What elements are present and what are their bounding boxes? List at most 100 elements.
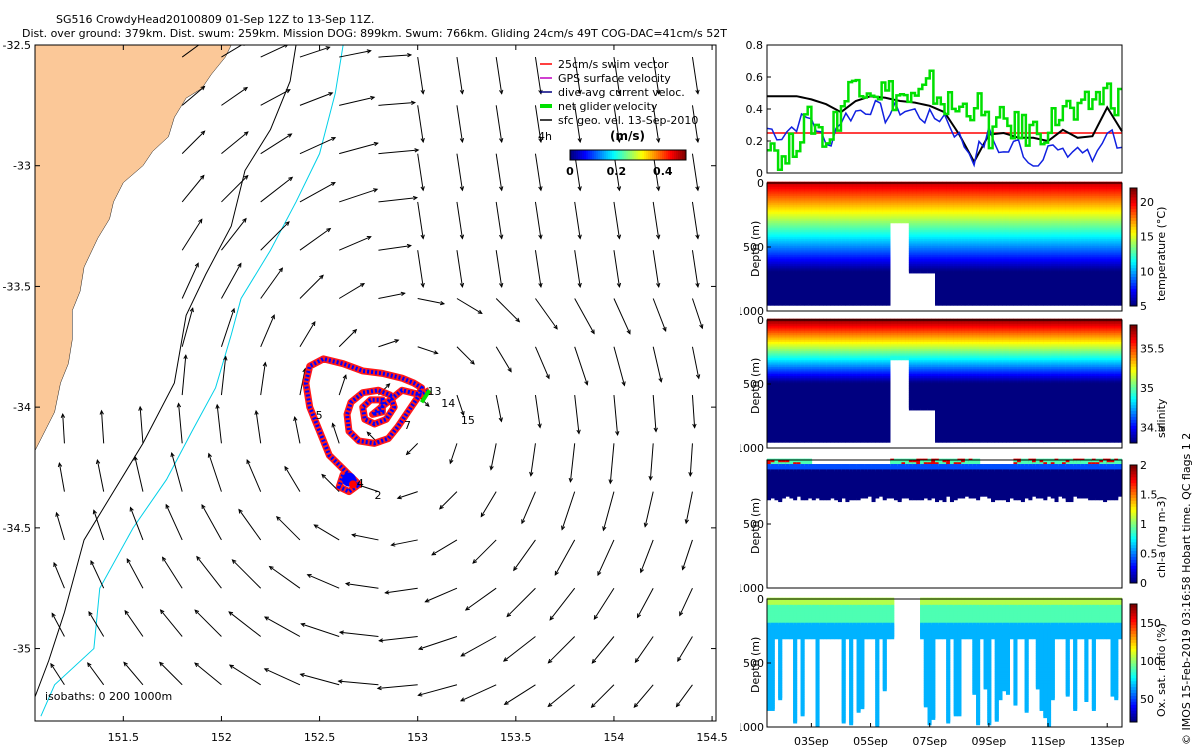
current-vector: [260, 176, 293, 203]
current-vector: [456, 346, 475, 365]
current-vector-head: [331, 422, 336, 428]
section-point: [875, 301, 880, 306]
colorbar-cell: [676, 150, 679, 160]
velocity-y-tick-label: 0: [756, 167, 763, 180]
section-point: [867, 301, 872, 306]
current-vector-head: [675, 702, 681, 708]
colorbar-cell: [646, 150, 649, 160]
current-vector-head: [653, 427, 658, 433]
current-vector-head: [498, 417, 503, 423]
current-vector-head: [390, 542, 396, 547]
section-point: [987, 301, 992, 306]
section-point: [953, 301, 958, 306]
current-vector: [221, 87, 248, 106]
current-vector: [96, 460, 105, 492]
current-vector: [495, 201, 503, 239]
current-vector-head: [344, 581, 351, 587]
colorbar-cell: [662, 150, 665, 160]
colorbar-cell: [586, 150, 589, 160]
current-vector: [171, 452, 183, 492]
colorbar-cell: [666, 150, 669, 160]
current-vector-head: [695, 137, 700, 144]
current-vector-head: [243, 174, 249, 180]
current-vector-head: [88, 611, 93, 617]
current-vector: [613, 105, 620, 143]
y-tick-label: -35: [13, 643, 31, 656]
current-vector-head: [124, 609, 129, 615]
current-vector: [162, 557, 183, 589]
land-area: [35, 45, 232, 451]
dac-vectors: [303, 356, 431, 494]
current-vector-head: [254, 409, 259, 415]
current-vector: [534, 250, 542, 287]
current-vector: [339, 142, 378, 155]
current-vector: [126, 558, 144, 589]
current-vector-head: [51, 612, 56, 618]
current-vector-head: [420, 137, 425, 144]
current-vector: [613, 395, 619, 435]
current-vector-head: [576, 429, 581, 435]
current-vector: [574, 395, 580, 434]
colorbar-cell: [658, 150, 661, 160]
current-vector: [134, 456, 144, 492]
current-vector-head: [439, 504, 444, 510]
colorbar-cell: [680, 150, 683, 160]
current-vector-head: [366, 236, 372, 241]
current-vector: [229, 664, 261, 686]
colorbar-cell: [576, 150, 579, 160]
current-vector: [181, 175, 205, 203]
current-vector: [495, 250, 503, 287]
current-vector: [339, 188, 378, 203]
current-vector-head: [695, 89, 700, 95]
current-vector: [691, 298, 703, 329]
current-vector: [181, 355, 187, 396]
section-point: [1013, 301, 1018, 306]
current-vector-head: [338, 630, 344, 635]
current-vector: [591, 636, 615, 664]
current-vector-head: [275, 515, 281, 521]
current-vector: [613, 250, 620, 287]
velocity-y-tick-label: 0.2: [746, 135, 764, 148]
current-vector: [101, 410, 105, 444]
current-vector: [530, 443, 536, 476]
current-vector: [276, 516, 301, 541]
current-vector-head: [459, 282, 465, 288]
current-vector: [397, 491, 418, 499]
current-vector-head: [459, 697, 466, 702]
current-vector: [460, 636, 497, 657]
colorbar-cell: [672, 150, 675, 160]
current-vector: [613, 346, 625, 386]
current-vector-head: [695, 374, 701, 380]
colorbar-label: (m/s): [610, 129, 645, 143]
current-vector-head: [207, 452, 212, 458]
x-tick-label: 151.5: [108, 731, 140, 744]
current-vector: [534, 153, 542, 191]
section-point: [778, 301, 783, 306]
current-vector: [338, 680, 379, 686]
current-vector-head: [489, 465, 494, 471]
current-vector: [260, 315, 275, 347]
colorbar-cell: [614, 150, 617, 160]
current-vector-head: [480, 512, 485, 518]
current-vector: [58, 463, 65, 492]
chart-title-line1: SG516 CrowdyHead20100809 01-Sep 12Z to 1…: [56, 13, 375, 26]
current-vector: [597, 539, 615, 576]
section-point: [886, 301, 891, 306]
current-vector: [160, 609, 183, 637]
colorbar-tick-label: 0.4: [653, 165, 673, 178]
velocity-series-line: [767, 69, 1122, 172]
current-vector: [431, 539, 458, 556]
section-point: [845, 301, 850, 306]
current-vector: [506, 587, 536, 617]
current-vector: [221, 218, 247, 251]
current-vector-head: [194, 262, 199, 268]
current-vector-head: [420, 186, 425, 192]
current-vector: [613, 201, 620, 239]
colorbar-cell: [590, 150, 593, 160]
section-point: [979, 301, 984, 306]
current-vector: [521, 491, 536, 524]
colorbar-cell: [608, 150, 611, 160]
current-vector: [378, 149, 419, 155]
